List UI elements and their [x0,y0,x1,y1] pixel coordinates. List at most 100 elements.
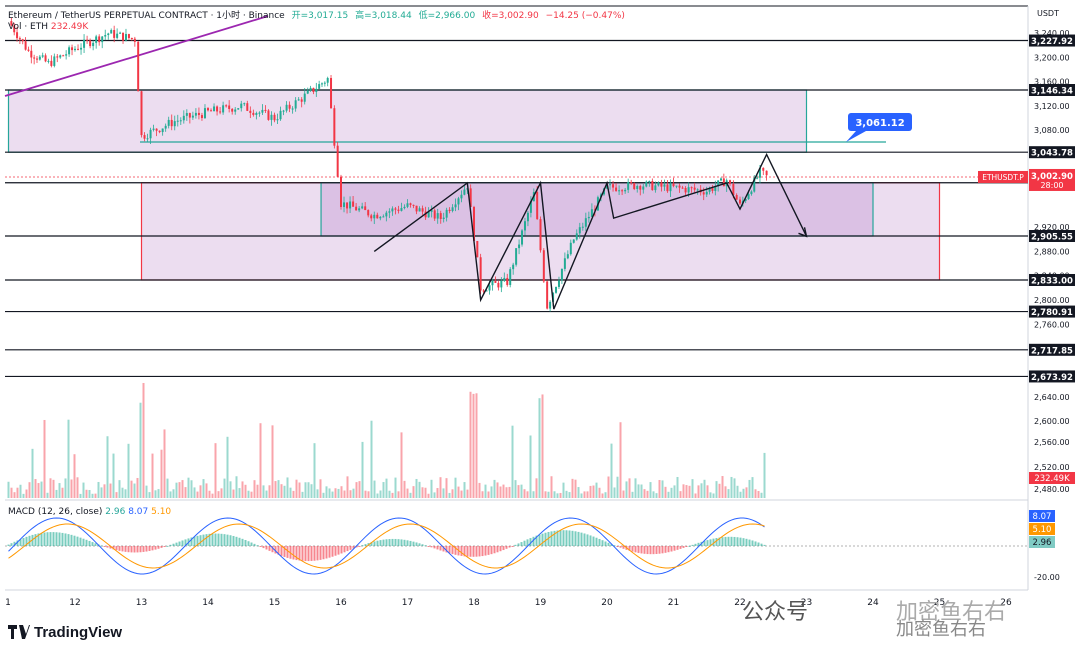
tradingview-logo[interactable]: TradingView [8,624,122,641]
volume-bar-185 [562,482,565,498]
volume-bar-122 [373,480,376,498]
candle-body-217 [663,184,666,187]
candle-body-187 [572,239,575,243]
macd-hist-28 [91,542,94,546]
symbol-tag: ETHUSDT.P [982,173,1024,182]
volume-bar-146 [445,478,448,498]
macd-hist-212 [643,546,646,554]
zones-layer [7,89,941,281]
macd-hist-58 [181,540,184,546]
volume-bar-232 [703,479,706,498]
macd-hist-124 [379,540,382,546]
macd-hist-134 [409,540,412,546]
candle-body-87 [270,114,273,120]
volume-bar-64 [199,485,202,498]
candle-body-64 [200,115,203,119]
levels-layer: 3,061.12 [4,15,1028,547]
level-tag-bg-5 [1029,273,1075,286]
volume-bar-72 [223,478,226,498]
candle-body-220 [672,183,675,187]
candle-body-119 [367,210,370,216]
volume-bar-220 [667,491,670,498]
callout-bubble [848,113,912,131]
volume-bar-132 [403,480,406,498]
macd-hist-38 [121,546,124,552]
macd-hist-210 [637,546,640,553]
volume-bar-17 [58,483,61,498]
candle-body-5 [24,41,27,50]
macd-hist-251 [760,543,763,546]
macd-hist-225 [682,546,685,548]
trendline [4,15,269,97]
macd-hist-127 [388,539,391,546]
macd-hist-81 [250,542,253,546]
volume-bar-180 [547,491,550,498]
volume-bar-60 [187,477,190,498]
candle-body-26 [86,39,89,41]
watermark-wechat: 公众号 [742,600,809,625]
macd-hist-162 [493,546,496,554]
candle-body-58 [182,115,185,121]
candle-body-113 [349,201,352,209]
volume-bar-114 [349,490,352,498]
volume-bar-141 [430,479,433,498]
candle-body-170 [521,230,524,245]
candle-body-61 [191,115,194,118]
volume-bar-119 [364,490,367,498]
macd-hist-229 [694,543,697,546]
candle-body-11 [41,55,44,57]
macd-hist-193 [586,534,589,546]
macd-hist-165 [502,546,505,551]
candle-body-169 [518,244,521,249]
volume-bar-140 [427,493,430,498]
vol-tick-2600: 2,600.00 [1034,417,1070,426]
macd-hist-182 [553,530,556,546]
candle-body-59 [185,113,188,116]
volume-bar-20 [67,419,70,498]
signal-line [8,523,765,569]
macd-hist-248 [751,540,754,546]
volume-bar-178 [541,394,544,498]
macd-hist-96 [295,546,298,561]
candle-body-13 [47,60,50,62]
level-tag-7: 2,717.85 [1031,346,1073,356]
volume-bar-105 [322,492,325,498]
macd-hist-7 [28,535,31,546]
level-tag-5: 2,833.00 [1031,276,1073,286]
macd-hist-15 [52,532,55,546]
candle-body-248 [756,177,759,179]
macd-hist-73 [226,534,229,546]
volume-bar-138 [421,487,424,498]
macd-hist-213 [646,546,649,555]
candle-body-193 [590,209,593,217]
candle-body-92 [285,104,288,111]
macd-hist-197 [598,538,601,546]
candle-body-56 [176,120,179,122]
candle-body-20 [68,47,71,55]
candle-body-72 [225,105,228,107]
macd-hist-106 [325,546,328,559]
macd-hist-126 [385,539,388,546]
volume-bar-111 [340,486,343,498]
volume-bar-117 [358,481,361,498]
candle-body-210 [642,186,645,190]
candle-body-47 [149,129,152,139]
volume-bar-118 [361,441,364,498]
volume-bar-203 [616,476,619,498]
macd-hist-98 [301,546,304,561]
candle-body-177 [542,250,545,282]
candle-body-237 [722,178,725,187]
volume-bar-219 [664,486,667,498]
candle-body-250 [762,167,765,171]
macd-hist-169 [514,544,517,546]
macd-hist-252 [763,544,766,546]
level-tag-6: 2,780.91 [1031,308,1073,318]
volume-bar-182 [553,491,556,498]
candle-body-39 [124,34,127,41]
candle-body-203 [621,190,624,192]
x-tick-5: 16 [335,598,347,608]
macd-hist-24 [79,537,82,546]
macd-hist-208 [631,546,634,552]
volume-bar-56 [175,482,178,498]
macd-hist-94 [289,546,292,559]
